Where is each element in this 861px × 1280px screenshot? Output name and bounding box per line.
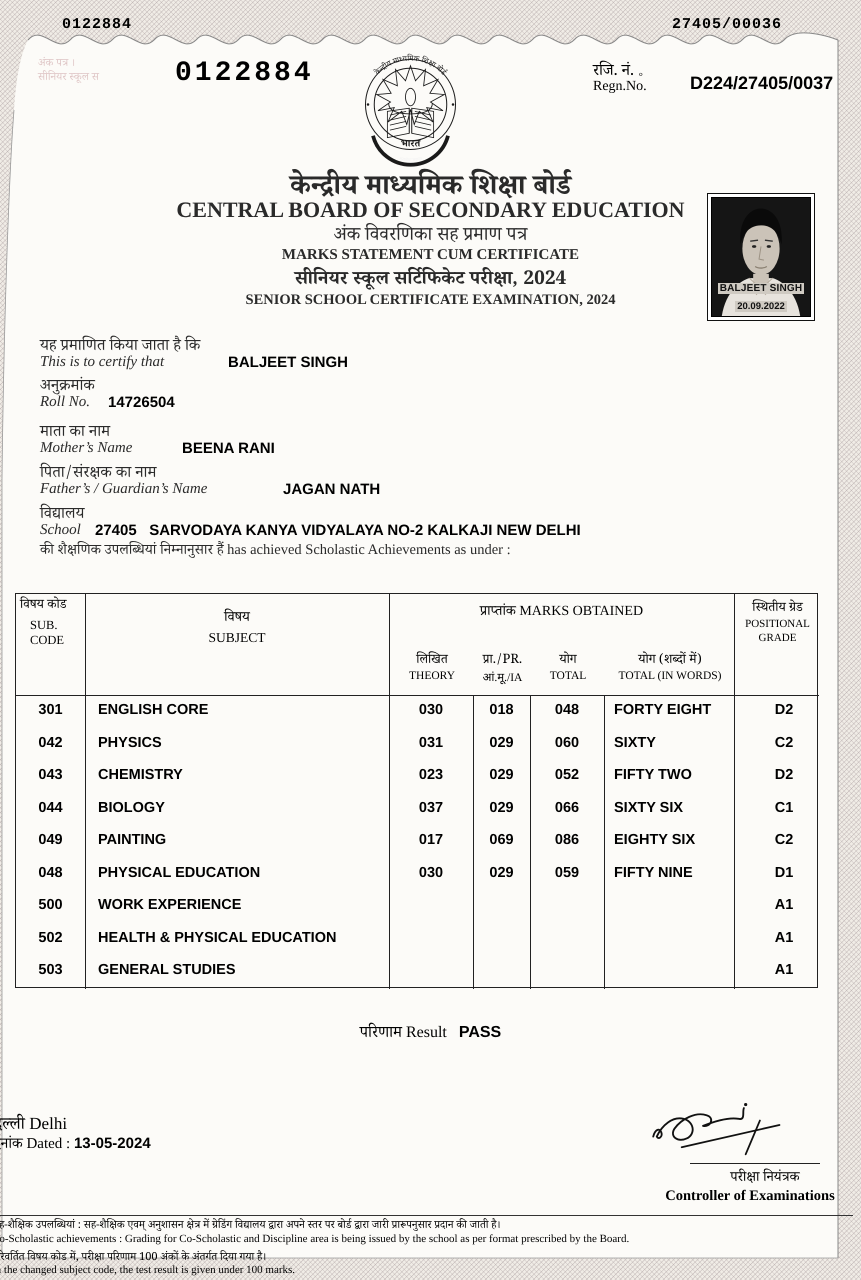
svg-text:असतोमा सद्गमय: असतोमा सद्गमय: [398, 156, 424, 165]
svg-text:भारत: भारत: [401, 137, 422, 153]
